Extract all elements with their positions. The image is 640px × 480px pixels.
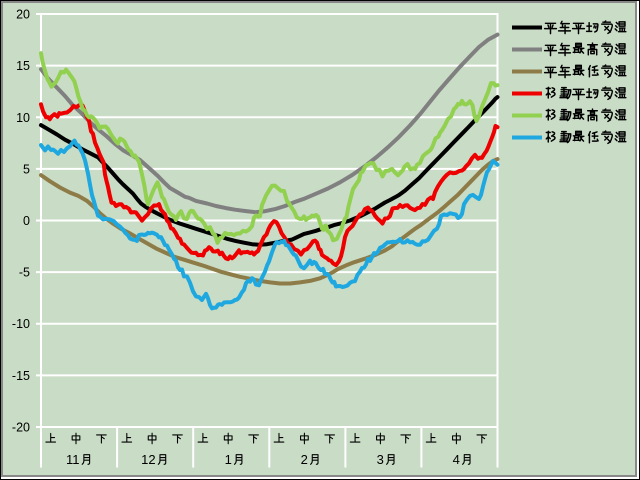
svg-text:10: 10 — [16, 111, 30, 125]
svg-text:-15: -15 — [12, 369, 30, 383]
svg-text:5: 5 — [23, 162, 30, 176]
svg-text:12: 12 — [141, 452, 155, 467]
svg-text:0: 0 — [23, 214, 30, 228]
svg-text:3: 3 — [377, 452, 384, 467]
svg-text:2: 2 — [301, 452, 308, 467]
svg-text:-10: -10 — [12, 317, 30, 331]
svg-text:15: 15 — [16, 59, 30, 73]
svg-text:1: 1 — [225, 452, 232, 467]
svg-text:-20: -20 — [12, 421, 30, 435]
svg-text:-5: -5 — [19, 266, 30, 280]
svg-text:4: 4 — [453, 452, 460, 467]
svg-text:11: 11 — [66, 452, 80, 467]
svg-text:20: 20 — [16, 8, 30, 22]
